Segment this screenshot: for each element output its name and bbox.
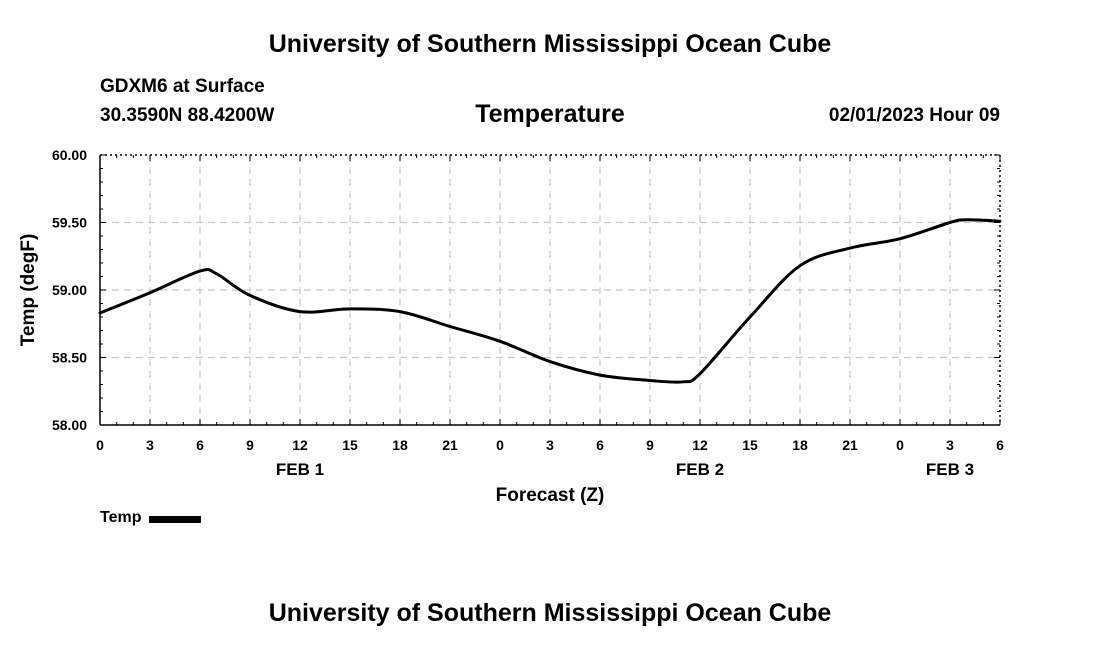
date-label: FEB 3 <box>926 460 974 479</box>
x-tick-label: 3 <box>946 437 954 453</box>
x-tick-label: 0 <box>96 437 104 453</box>
y-tick-label: 59.00 <box>52 282 87 298</box>
legend: Temp <box>100 509 202 527</box>
x-tick-label: 21 <box>442 437 458 453</box>
x-tick-label: 21 <box>842 437 858 453</box>
y-tick-label: 58.50 <box>52 350 87 366</box>
main-title: University of Southern Mississippi Ocean… <box>268 30 832 58</box>
x-tick-label: 0 <box>496 437 504 453</box>
station-label: GDXM6 at Surface <box>100 76 265 97</box>
x-tick-label: 15 <box>742 437 758 453</box>
coordinates-label: 30.3590N 88.4200W <box>100 105 275 126</box>
x-tick-label: 12 <box>692 437 708 453</box>
datetime-label: 02/01/2023 Hour 09 <box>828 105 1000 126</box>
series-line-temp <box>98 218 1002 384</box>
y-tick-label: 59.50 <box>52 215 87 231</box>
date-label: FEB 1 <box>276 460 324 479</box>
y-tick-label: 58.00 <box>52 417 87 433</box>
x-tick-label: 9 <box>646 437 654 453</box>
y-axis-label: Temp (degF) <box>18 234 39 347</box>
x-tick-label: 6 <box>996 437 1004 453</box>
x-tick-label: 3 <box>546 437 554 453</box>
x-tick-label: 9 <box>246 437 254 453</box>
x-tick-label: 15 <box>342 437 358 453</box>
x-tick-label: 3 <box>146 437 154 453</box>
date-label: FEB 2 <box>676 460 724 479</box>
x-tick-label: 6 <box>196 437 204 453</box>
x-tick-label: 6 <box>596 437 604 453</box>
x-axis-label: Forecast (Z) <box>496 485 605 506</box>
footer-title: University of Southern Mississippi Ocean… <box>268 599 832 627</box>
x-tick-label: 18 <box>392 437 408 453</box>
legend-label: Temp <box>100 509 142 526</box>
x-tick-label: 12 <box>292 437 308 453</box>
variable-title: Temperature <box>0 100 1100 129</box>
variable-title-text: Temperature <box>475 100 625 128</box>
x-tick-label: 0 <box>896 437 904 453</box>
y-tick-label: 60.00 <box>52 147 87 163</box>
x-tick-label: 18 <box>792 437 808 453</box>
legend-swatch <box>149 515 202 523</box>
